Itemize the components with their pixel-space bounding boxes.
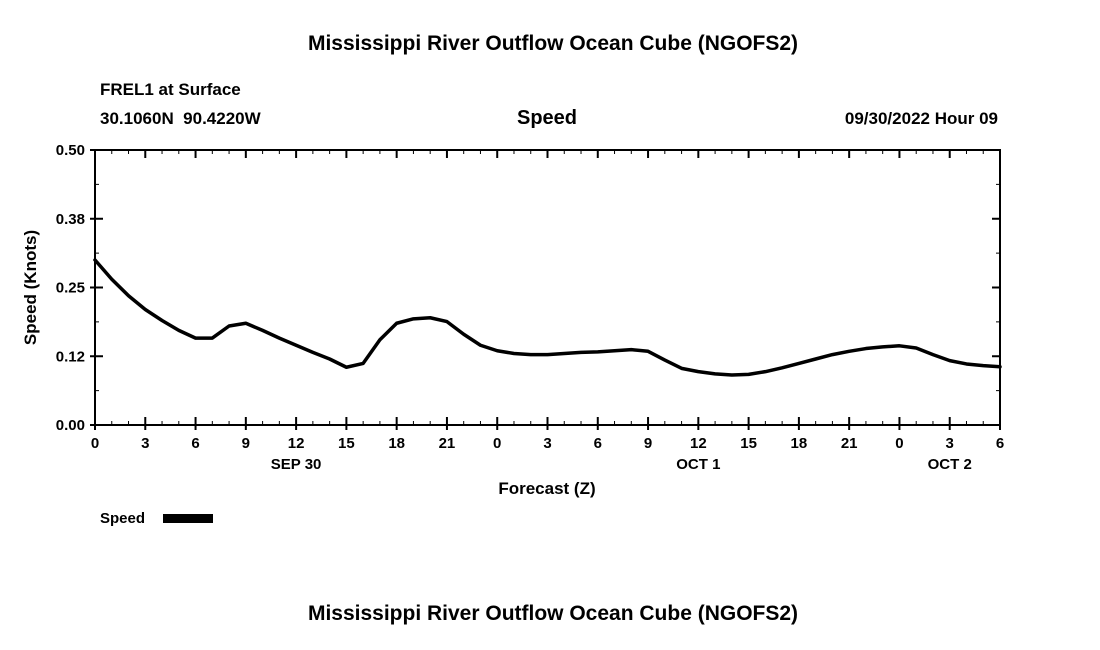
x-tick-label: 3 (141, 435, 149, 452)
top-title: Mississippi River Outflow Ocean Cube (NG… (308, 32, 798, 55)
x-tick-label: 0 (91, 435, 99, 452)
legend-swatch (163, 514, 213, 523)
x-tick-label: 21 (439, 435, 456, 452)
x-axis-label: Forecast (Z) (498, 479, 595, 498)
x-tick-label: 15 (338, 435, 355, 452)
station-label: FREL1 at Surface (100, 80, 241, 99)
y-axis-label: Speed (Knots) (21, 230, 40, 345)
coordinates-label: 30.1060N 90.4220W (100, 109, 262, 128)
x-tick-label: 6 (996, 435, 1004, 452)
datetime-label: 09/30/2022 Hour 09 (845, 109, 998, 128)
x-tick-label: 21 (841, 435, 858, 452)
date-label: SEP 30 (271, 456, 322, 473)
x-tick-label: 9 (644, 435, 652, 452)
plot-area: 0 3 6 9 12 15 18 21 0 3 6 9 12 15 18 21 0 3 6 0.00 0.12 0.25 0… (56, 142, 1004, 473)
legend-label: Speed (100, 510, 145, 527)
y-tick-label: 0.12 (56, 348, 85, 365)
speed-line (93, 258, 1002, 377)
x-tick-label: 18 (791, 435, 808, 452)
y-tick-label: 0.38 (56, 211, 85, 228)
bottom-title: Mississippi River Outflow Ocean Cube (NG… (308, 602, 798, 625)
x-tick-label: 3 (543, 435, 551, 452)
y-tick-label: 0.00 (56, 417, 85, 434)
plot-border (94, 149, 1001, 426)
x-tick-label: 6 (594, 435, 602, 452)
y-tick-label: 0.50 (56, 142, 85, 159)
x-tick-label: 0 (895, 435, 903, 452)
x-tick-label: 18 (388, 435, 405, 452)
x-tick-label: 6 (191, 435, 199, 452)
x-tick-label: 15 (740, 435, 757, 452)
x-tick-label: 0 (493, 435, 501, 452)
x-tick-label: 3 (946, 435, 954, 452)
date-label: OCT 2 (928, 456, 972, 473)
x-tick-label: 12 (690, 435, 707, 452)
x-tick-label: 9 (242, 435, 250, 452)
chart-title: Speed (517, 107, 577, 129)
y-tick-label: 0.25 (56, 280, 85, 297)
x-tick-label: 12 (288, 435, 305, 452)
date-label: OCT 1 (676, 456, 720, 473)
